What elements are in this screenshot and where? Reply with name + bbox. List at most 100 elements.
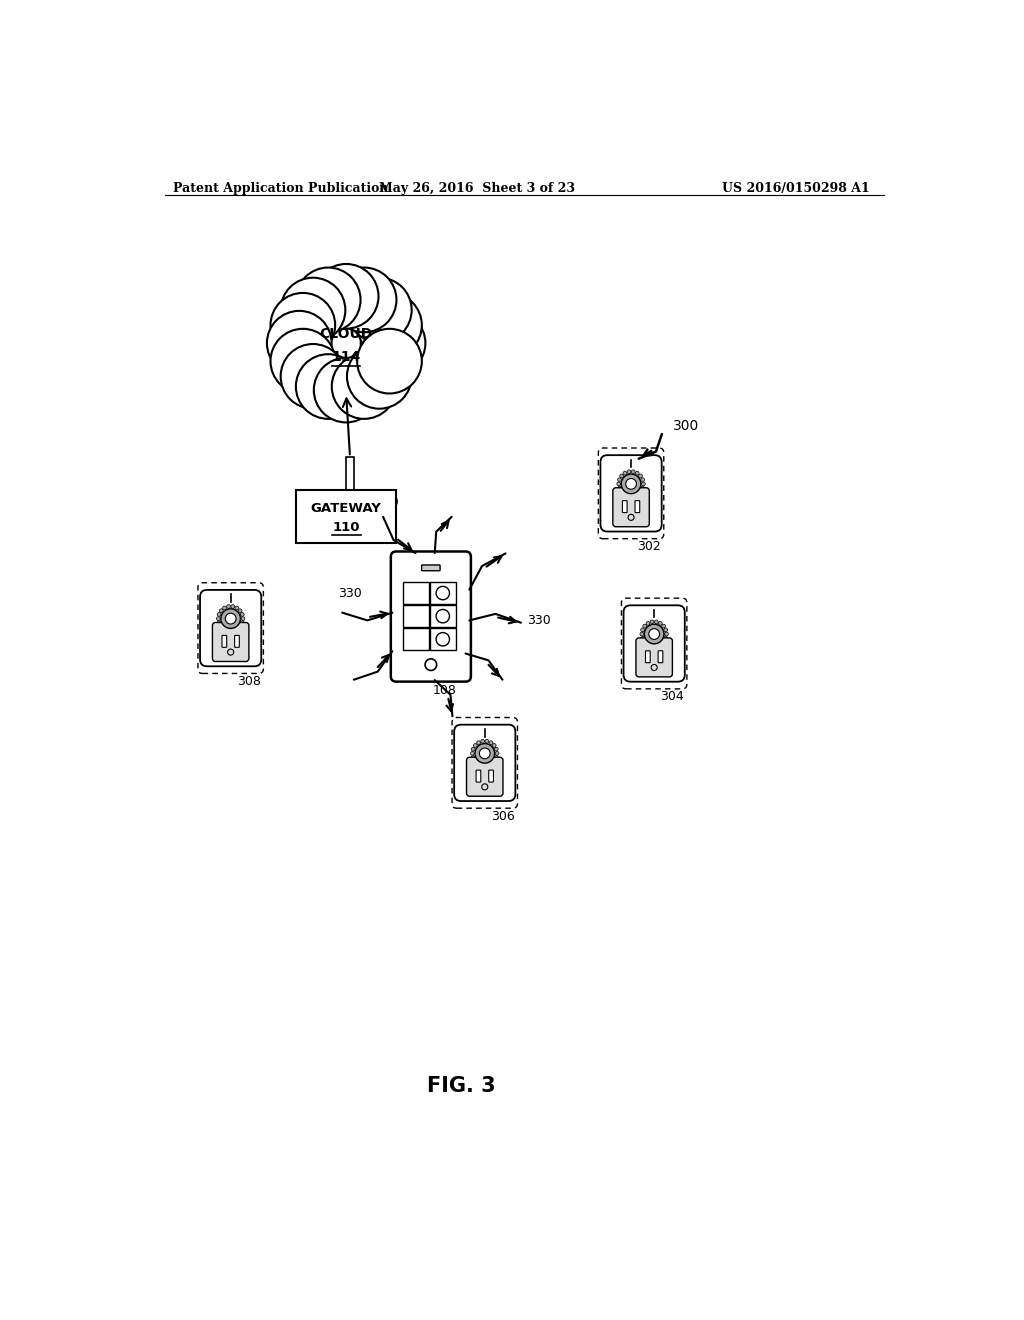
Circle shape — [493, 743, 496, 747]
Circle shape — [641, 636, 644, 640]
FancyBboxPatch shape — [200, 590, 261, 667]
Text: 330: 330 — [338, 586, 361, 599]
Circle shape — [496, 751, 499, 755]
Circle shape — [226, 628, 230, 632]
Circle shape — [357, 293, 422, 358]
Circle shape — [477, 762, 480, 766]
Circle shape — [649, 628, 659, 639]
FancyBboxPatch shape — [598, 447, 664, 539]
FancyBboxPatch shape — [222, 635, 226, 647]
Text: CLOUD: CLOUD — [319, 327, 373, 341]
Circle shape — [650, 620, 654, 624]
Circle shape — [650, 644, 654, 648]
Circle shape — [471, 755, 475, 759]
FancyBboxPatch shape — [403, 628, 429, 651]
Circle shape — [230, 605, 234, 609]
Text: 302: 302 — [637, 540, 660, 553]
Circle shape — [480, 739, 484, 743]
Circle shape — [646, 622, 650, 626]
Text: 306: 306 — [490, 809, 515, 822]
Circle shape — [225, 614, 237, 624]
Circle shape — [347, 345, 412, 409]
Text: Patent Application Publication: Patent Application Publication — [173, 182, 388, 194]
Circle shape — [635, 492, 639, 496]
Circle shape — [230, 628, 234, 632]
Circle shape — [639, 474, 642, 478]
Circle shape — [485, 739, 488, 743]
Circle shape — [635, 471, 639, 475]
FancyBboxPatch shape — [430, 582, 456, 605]
Text: 330: 330 — [375, 496, 398, 510]
FancyBboxPatch shape — [391, 552, 471, 681]
Circle shape — [241, 612, 244, 616]
FancyBboxPatch shape — [658, 651, 663, 663]
Circle shape — [347, 277, 412, 342]
Circle shape — [270, 293, 335, 358]
FancyBboxPatch shape — [624, 606, 685, 681]
Circle shape — [622, 474, 641, 494]
Circle shape — [217, 612, 221, 616]
FancyBboxPatch shape — [422, 565, 440, 570]
Circle shape — [626, 478, 637, 490]
Circle shape — [623, 471, 627, 475]
Circle shape — [485, 763, 488, 767]
Circle shape — [654, 620, 658, 624]
Circle shape — [239, 609, 242, 612]
Circle shape — [234, 627, 239, 631]
Circle shape — [662, 624, 666, 628]
Text: 304: 304 — [660, 690, 684, 704]
Circle shape — [623, 492, 627, 496]
Circle shape — [632, 470, 635, 474]
FancyBboxPatch shape — [612, 488, 649, 527]
Circle shape — [495, 755, 499, 759]
Circle shape — [239, 624, 242, 628]
Circle shape — [471, 751, 474, 755]
FancyBboxPatch shape — [403, 605, 429, 627]
Circle shape — [281, 277, 345, 342]
Circle shape — [664, 636, 668, 640]
FancyBboxPatch shape — [636, 638, 673, 677]
FancyBboxPatch shape — [600, 455, 662, 532]
FancyBboxPatch shape — [645, 651, 650, 663]
Text: 330: 330 — [527, 614, 551, 627]
FancyBboxPatch shape — [488, 770, 494, 781]
Circle shape — [332, 354, 396, 418]
Circle shape — [360, 312, 425, 376]
FancyBboxPatch shape — [623, 500, 627, 512]
Text: 308: 308 — [237, 675, 261, 688]
Circle shape — [479, 748, 490, 759]
Circle shape — [270, 329, 335, 393]
Circle shape — [620, 490, 624, 494]
Circle shape — [495, 747, 499, 751]
FancyBboxPatch shape — [403, 582, 429, 605]
FancyBboxPatch shape — [455, 725, 515, 801]
Circle shape — [617, 478, 622, 482]
Text: US 2016/0150298 A1: US 2016/0150298 A1 — [722, 182, 869, 194]
Circle shape — [234, 606, 239, 610]
Circle shape — [216, 616, 220, 620]
Circle shape — [222, 606, 226, 610]
Circle shape — [627, 494, 631, 498]
Circle shape — [477, 741, 480, 744]
Circle shape — [632, 494, 635, 498]
Circle shape — [267, 312, 332, 376]
Circle shape — [489, 741, 493, 744]
Circle shape — [288, 285, 404, 401]
Circle shape — [281, 345, 345, 409]
FancyBboxPatch shape — [622, 598, 687, 689]
Circle shape — [221, 609, 241, 628]
Circle shape — [664, 628, 668, 632]
Circle shape — [493, 759, 496, 763]
Circle shape — [475, 743, 495, 763]
Circle shape — [641, 482, 645, 486]
Circle shape — [332, 268, 396, 333]
Circle shape — [658, 643, 663, 647]
Text: 300: 300 — [674, 420, 699, 433]
Circle shape — [640, 632, 644, 636]
Circle shape — [641, 628, 644, 632]
Circle shape — [665, 632, 669, 636]
Circle shape — [620, 474, 624, 478]
Circle shape — [296, 354, 360, 418]
Circle shape — [226, 605, 230, 609]
FancyBboxPatch shape — [467, 758, 503, 796]
